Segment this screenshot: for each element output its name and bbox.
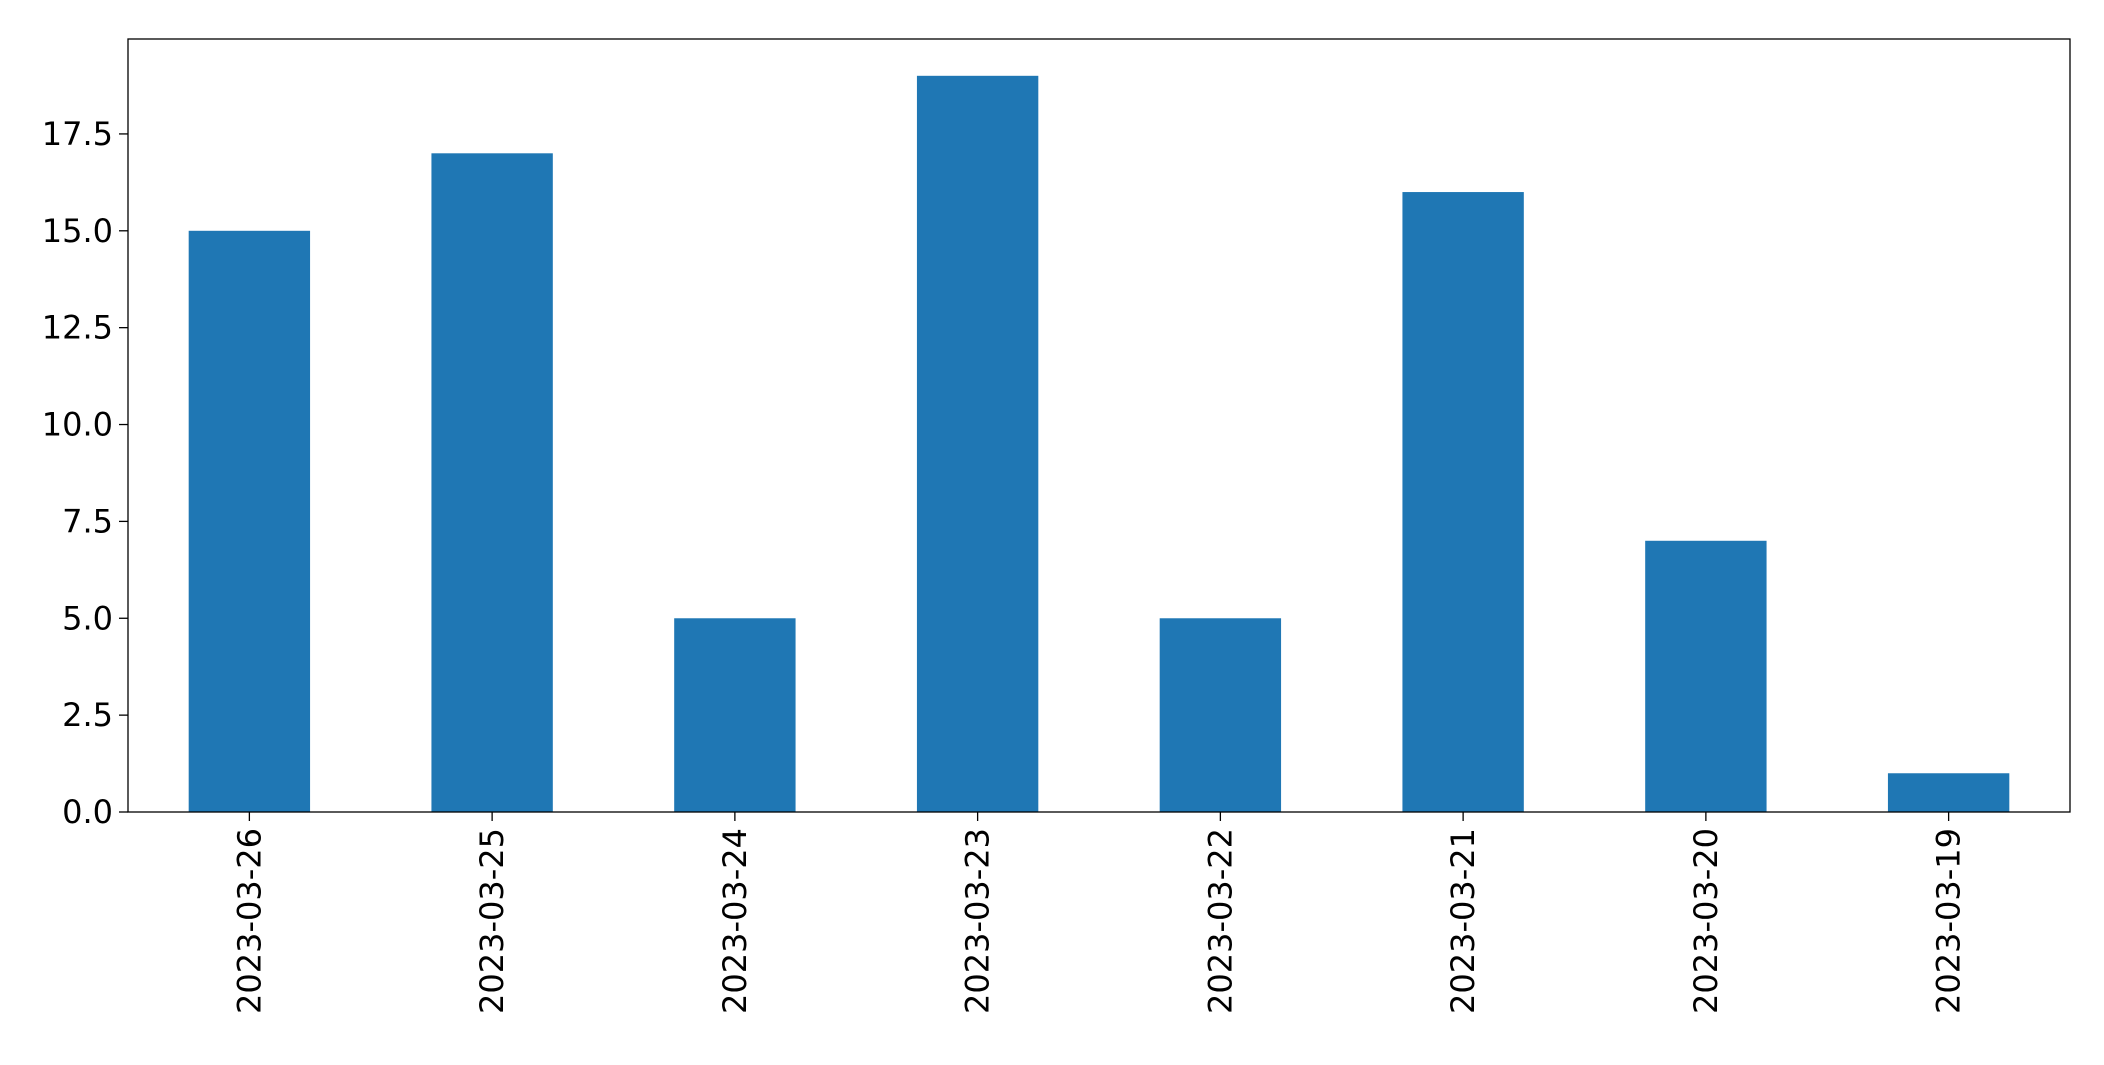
x-tick-label: 2023-03-23 (959, 828, 997, 1014)
x-tick-label: 2023-03-22 (1201, 828, 1239, 1014)
x-axis: 2023-03-26 2023-03-25 2023-03-24 2023-03-23… (230, 812, 1968, 1014)
bar-2023-03-19 (1887, 773, 2010, 812)
y-tick-label: 12.5 (42, 309, 113, 347)
y-tick-label: 7.5 (62, 502, 113, 540)
x-tick-label: 2023-03-25 (473, 828, 511, 1014)
bar-2023-03-23 (916, 75, 1039, 813)
y-tick-label: 10.0 (42, 406, 113, 444)
x-tick-label: 2023-03-26 (230, 828, 268, 1014)
x-tick-label: 2023-03-24 (716, 828, 754, 1014)
bar-2023-03-26 (188, 230, 311, 812)
bars-layer (188, 75, 2010, 813)
y-tick-label: 5.0 (62, 599, 113, 637)
bar-2023-03-24 (674, 618, 796, 812)
y-tick-label: 15.0 (42, 212, 113, 250)
y-tick-label: 0.0 (62, 793, 113, 831)
x-tick-label: 2023-03-21 (1444, 828, 1482, 1014)
bar-2023-03-22 (1159, 618, 1282, 812)
bar-2023-03-20 (1645, 540, 1767, 812)
bar-2023-03-21 (1402, 192, 1524, 813)
y-tick-label: 17.5 (42, 115, 113, 153)
bar-2023-03-25 (431, 153, 553, 813)
x-tick-label: 2023-03-19 (1930, 828, 1968, 1014)
y-axis: 0.0 2.5 5.0 7.5 10.0 12.5 15.0 17.5 (42, 115, 128, 831)
y-tick-label: 2.5 (62, 696, 113, 734)
x-tick-label: 2023-03-20 (1687, 828, 1725, 1014)
plot-frame (127, 38, 2071, 813)
